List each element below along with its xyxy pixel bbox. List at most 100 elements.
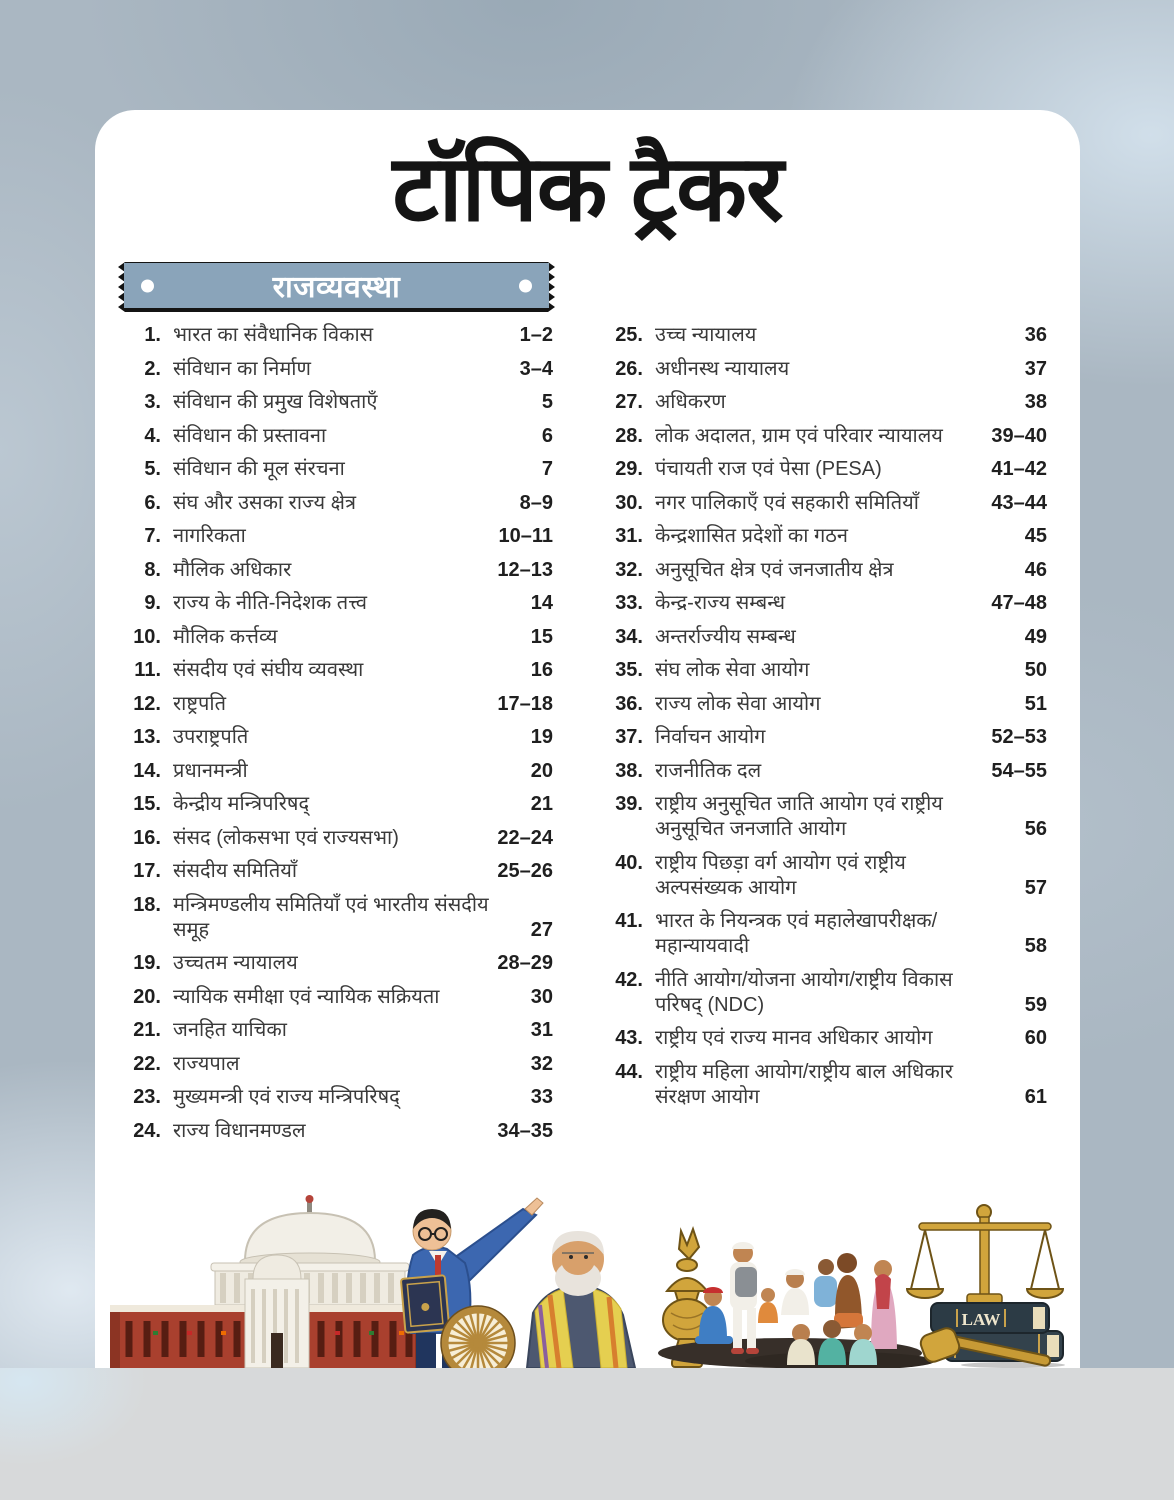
toc-item-pages: 39–40	[991, 424, 1047, 447]
toc-item-pages: 14	[530, 592, 553, 614]
toc-item-pages: 1–2	[519, 324, 553, 346]
toc-item-pages: 41–42	[991, 458, 1047, 480]
toc-item-title: पंचायती राज एवं पेसा (PESA)	[655, 458, 882, 480]
toc-item-number: 13.	[133, 726, 161, 748]
toc-row: 28. लोक अदालत, ग्राम एवं परिवार न्यायालय 3…	[607, 424, 1047, 449]
toc-item-pages: 49	[1024, 625, 1047, 648]
toc-item-title: मौलिक कर्त्तव्य	[173, 625, 278, 648]
toc-item-number: 18.	[133, 893, 161, 916]
toc-row: 36. राज्य लोक सेवा आयोग 51	[607, 692, 1047, 717]
toc-item-pages: 37	[1024, 357, 1047, 380]
toc-item-number: 32.	[615, 558, 643, 581]
toc-row: 9. राज्य के नीति-निदेशक तत्त्व 14	[125, 591, 553, 616]
toc-item-title: संसदीय एवं संघीय व्यवस्था	[173, 659, 364, 681]
toc-row: 43. राष्ट्रीय एवं राज्य मानव अधिकार आयोग 6…	[607, 1026, 1047, 1051]
toc-item-title: उच्च न्यायालय	[655, 324, 757, 346]
toc-item-number: 19.	[133, 952, 161, 974]
toc-row: 14. प्रधानमन्त्री 20	[125, 759, 553, 784]
toc-row: 13. उपराष्ट्रपति 19	[125, 725, 553, 750]
page-title: टॉपिक ट्रैकर	[392, 138, 783, 240]
toc-item-pages: 56	[1024, 818, 1047, 840]
footer-illustration: LAW	[110, 1195, 1065, 1368]
section-title: राजव्यवस्था	[272, 271, 401, 304]
toc-row: 21. जनहित याचिका 31	[125, 1018, 553, 1043]
toc-item-number: 30.	[615, 491, 643, 514]
toc-row: 4. संविधान की प्रस्तावना 6	[125, 424, 553, 449]
toc-item-title: राज्य लोक सेवा आयोग	[655, 692, 821, 715]
toc-item-title: राज्यपाल	[173, 1052, 240, 1075]
toc-item-number: 26.	[615, 357, 643, 380]
toc-item-number: 39.	[615, 793, 643, 815]
toc-item-pages: 19	[530, 726, 553, 748]
toc-item-number: 42.	[615, 968, 643, 991]
toc-item-pages: 38	[1024, 391, 1047, 413]
toc-item-number: 5.	[144, 458, 161, 480]
bottom-strip	[0, 1368, 1174, 1500]
toc-item-title: अधिकरण	[655, 391, 726, 413]
toc-item-number: 16.	[133, 826, 161, 849]
banner-dot-left-icon	[141, 279, 154, 292]
toc-row: 16. संसद (लोकसभा एवं राज्यसभा) 22–24	[125, 826, 553, 851]
toc-item-title: राज्य के नीति-निदेशक तत्त्व	[173, 592, 368, 614]
toc-item-title: राष्ट्रीय एवं राज्य मानव अधिकार आयोग	[655, 1027, 933, 1049]
parliament-illustration	[110, 1195, 425, 1368]
toc-row: 2. संविधान का निर्माण 3–4	[125, 357, 553, 382]
toc-item-pages: 28–29	[497, 952, 553, 974]
toc-item-number: 1.	[144, 324, 161, 346]
toc-item-title: राष्ट्रीय पिछड़ा वर्ग आयोग एवं राष्ट्रीय…	[655, 851, 906, 899]
toc-item-title: केन्द्र-राज्य सम्बन्ध	[655, 592, 786, 614]
toc-item-title: संविधान की मूल संरचना	[173, 458, 345, 480]
toc-item-title: राष्ट्रपति	[173, 692, 226, 715]
ambedkar-illustration	[400, 1197, 544, 1368]
toc-item-pages: 22–24	[497, 826, 553, 849]
toc-item-pages: 5	[541, 391, 553, 413]
toc-item-pages: 54–55	[991, 759, 1047, 782]
toc-item-number: 17.	[133, 860, 161, 882]
toc-item-title: मन्त्रिमण्डलीय समितियाँ एवं भारतीय संसदी…	[173, 893, 489, 941]
toc-row: 6. संघ और उसका राज्य क्षेत्र 8–9	[125, 491, 553, 516]
toc-item-title: अनुसूचित क्षेत्र एवं जनजातीय क्षेत्र	[655, 558, 894, 581]
toc-item-pages: 57	[1024, 876, 1047, 899]
toc-item-pages: 50	[1024, 659, 1047, 681]
toc-row: 29. पंचायती राज एवं पेसा (PESA) 41–42	[607, 457, 1047, 482]
toc-item-pages: 43–44	[991, 491, 1047, 514]
toc-item-number: 14.	[133, 759, 161, 782]
toc-item-number: 33.	[615, 592, 643, 614]
panchayat-illustration	[658, 1242, 935, 1368]
toc-item-title: राजनीतिक दल	[655, 759, 762, 782]
toc-item-title: मौलिक अधिकार	[173, 558, 292, 581]
toc-item-pages: 21	[530, 793, 553, 815]
toc-item-pages: 52–53	[991, 726, 1047, 748]
toc-item-number: 12.	[133, 692, 161, 715]
toc-item-title: अन्तर्राज्यीय सम्बन्ध	[655, 625, 796, 648]
toc-item-title: संविधान की प्रस्तावना	[173, 424, 327, 447]
toc-row: 25. उच्च न्यायालय 36	[607, 323, 1047, 348]
toc-item-number: 41.	[615, 910, 643, 932]
toc-item-pages: 59	[1024, 993, 1047, 1016]
toc-column-right: 25. उच्च न्यायालय 36 26. अधीनस्थ न्यायालय 37 2…	[607, 323, 1047, 1118]
toc-row: 39. राष्ट्रीय अनुसूचित जाति आयोग एवं राष्…	[607, 792, 1047, 842]
toc-item-pages: 16	[530, 659, 553, 681]
section-banner: राजव्यवस्था	[118, 262, 555, 312]
toc-item-pages: 8–9	[519, 491, 553, 514]
toc-row: 8. मौलिक अधिकार 12–13	[125, 558, 553, 583]
toc-item-number: 3.	[144, 391, 161, 413]
banner-ribbon: राजव्यवस्था	[124, 263, 549, 308]
toc-item-title: संविधान की प्रमुख विशेषताएँ	[173, 391, 378, 413]
toc-column-left: 1. भारत का संवैधानिक विकास 1–2 2. संविधान का…	[125, 323, 553, 1152]
toc-item-pages: 58	[1024, 935, 1047, 957]
banner-dot-right-icon	[519, 279, 532, 292]
toc-item-title: उपराष्ट्रपति	[173, 726, 249, 748]
toc-item-pages: 46	[1024, 558, 1047, 581]
toc-item-title: केन्द्रशासित प्रदेशों का गठन	[655, 525, 849, 547]
toc-item-title: संघ लोक सेवा आयोग	[655, 659, 810, 681]
toc-row: 44. राष्ट्रीय महिला आयोग/राष्ट्रीय बाल अध…	[607, 1060, 1047, 1110]
toc-item-number: 20.	[133, 985, 161, 1008]
toc-row: 32. अनुसूचित क्षेत्र एवं जनजातीय क्षेत्र 4…	[607, 558, 1047, 583]
gavel-icon	[919, 1327, 1065, 1368]
toc-item-title: राज्य विधानमण्डल	[173, 1119, 306, 1142]
law-book-label: LAW	[962, 1310, 1001, 1329]
toc-item-number: 28.	[615, 424, 643, 447]
toc-item-title: प्रधानमन्त्री	[173, 759, 248, 782]
toc-item-pages: 10–11	[498, 525, 553, 547]
